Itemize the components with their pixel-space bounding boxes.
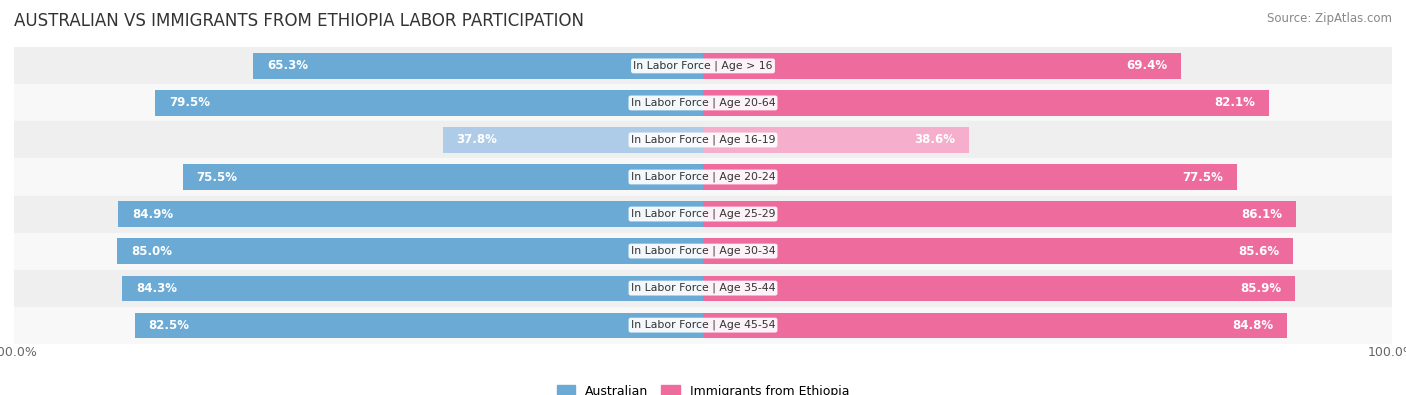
Text: 84.9%: 84.9% [132,207,173,220]
Bar [703,90,1268,116]
Text: 38.6%: 38.6% [914,134,955,147]
Text: 82.1%: 82.1% [1213,96,1254,109]
Text: In Labor Force | Age 25-29: In Labor Force | Age 25-29 [631,209,775,219]
Text: Source: ZipAtlas.com: Source: ZipAtlas.com [1267,12,1392,25]
Bar [183,164,703,190]
Text: 69.4%: 69.4% [1126,59,1167,72]
Bar [135,312,703,338]
Text: 85.6%: 85.6% [1237,245,1279,258]
Bar [253,53,703,79]
Text: In Labor Force | Age 35-44: In Labor Force | Age 35-44 [631,283,775,293]
Text: In Labor Force | Age 16-19: In Labor Force | Age 16-19 [631,135,775,145]
Text: 84.3%: 84.3% [136,282,177,295]
Text: AUSTRALIAN VS IMMIGRANTS FROM ETHIOPIA LABOR PARTICIPATION: AUSTRALIAN VS IMMIGRANTS FROM ETHIOPIA L… [14,12,583,30]
Bar [14,121,1392,158]
Bar [703,276,1295,301]
Text: 65.3%: 65.3% [267,59,308,72]
Text: 75.5%: 75.5% [197,171,238,184]
Bar [703,164,1237,190]
Bar [703,239,1292,264]
Bar [122,276,703,301]
Text: 85.0%: 85.0% [131,245,172,258]
Legend: Australian, Immigrants from Ethiopia: Australian, Immigrants from Ethiopia [551,380,855,395]
Bar [14,158,1392,196]
Bar [703,312,1288,338]
Bar [14,269,1392,307]
Bar [155,90,703,116]
Text: In Labor Force | Age 45-54: In Labor Force | Age 45-54 [631,320,775,330]
Bar [703,201,1296,227]
Text: 82.5%: 82.5% [149,319,190,332]
Text: In Labor Force | Age 30-34: In Labor Force | Age 30-34 [631,246,775,256]
Text: 77.5%: 77.5% [1182,171,1223,184]
Bar [14,307,1392,344]
Bar [443,127,703,152]
Text: 37.8%: 37.8% [457,134,498,147]
Text: 85.9%: 85.9% [1240,282,1281,295]
Bar [14,85,1392,121]
Text: 79.5%: 79.5% [169,96,209,109]
Text: In Labor Force | Age 20-24: In Labor Force | Age 20-24 [631,172,775,182]
Bar [703,53,1181,79]
Text: 86.1%: 86.1% [1241,207,1282,220]
Text: 84.8%: 84.8% [1232,319,1274,332]
Bar [118,239,703,264]
Bar [703,127,969,152]
Bar [118,201,703,227]
Text: In Labor Force | Age 20-64: In Labor Force | Age 20-64 [631,98,775,108]
Text: In Labor Force | Age > 16: In Labor Force | Age > 16 [633,61,773,71]
Bar [14,47,1392,85]
Bar [14,233,1392,269]
Bar [14,196,1392,233]
